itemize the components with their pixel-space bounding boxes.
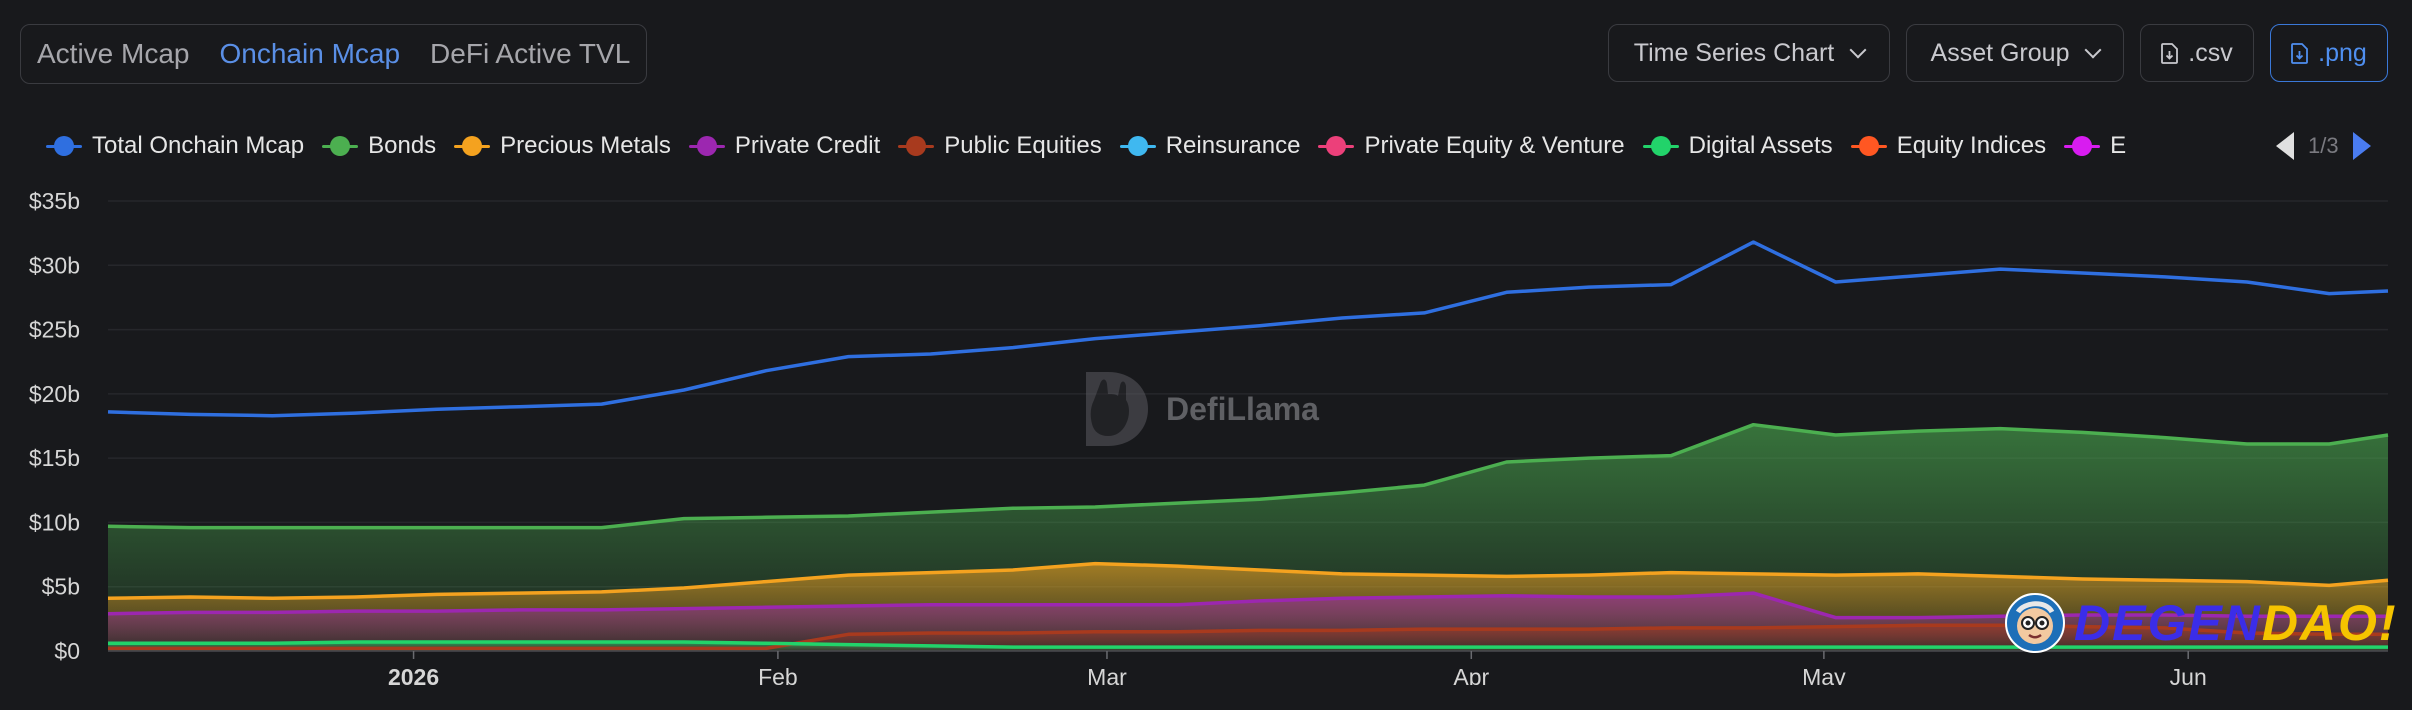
y-tick-label: $10b (29, 509, 80, 535)
legend-marker-icon (688, 136, 725, 156)
x-tick-label: Feb (758, 664, 798, 685)
legend-label: Bonds (368, 132, 437, 159)
degendao-text: DEGENDAO! (2074, 594, 2398, 652)
previous-page-icon[interactable] (2276, 132, 2294, 160)
legend-pager: 1/3 (2276, 130, 2371, 162)
legend-label: Equity Indices (1896, 132, 2047, 159)
series-line-bonds (107, 422, 2389, 530)
legend-marker-icon (322, 136, 359, 156)
legend-label: Private Credit (734, 132, 881, 159)
y-tick-label: $30b (29, 252, 80, 278)
y-tick-label: $5b (42, 574, 80, 600)
file-download-icon (2161, 42, 2179, 64)
area-public-equities (108, 625, 2388, 651)
legend-label: Private Equity & Venture (1364, 132, 1625, 159)
chart-type-select[interactable]: Time Series Chart (1608, 24, 1890, 82)
group-by-label: Asset Group (1930, 38, 2070, 67)
watermark-text: DefiLlama (1166, 390, 1319, 427)
x-tick-label: Mar (1087, 664, 1127, 685)
series-line-total-onchain-mcap (107, 240, 2389, 418)
legend-label: Digital Assets (1688, 132, 1833, 159)
legend-marker-icon (454, 136, 491, 156)
png-download-button[interactable]: .png (2270, 24, 2388, 82)
png-label: .png (2318, 38, 2367, 67)
legend-item-private-credit[interactable]: Private Credit (688, 132, 881, 160)
y-tick-label: $25b (29, 317, 80, 343)
x-tick-label: May (1802, 664, 1846, 685)
llama-logo-icon (1086, 372, 1148, 446)
x-tick-label: Apr (1453, 664, 1489, 685)
legend-item-public-equities[interactable]: Public Equities (898, 132, 1102, 160)
x-tick-label: Jun (2170, 664, 2207, 685)
legend-label: Reinsurance (1165, 132, 1301, 159)
legend-item-total-onchain-mcap[interactable]: Total Onchain Mcap (46, 132, 304, 160)
tab-onchain-mcap[interactable]: Onchain Mcap (219, 38, 401, 69)
legend-item-private-equity-and-venture[interactable]: Private Equity & Venture (1318, 132, 1625, 160)
legend-item-equity-indices[interactable]: Equity Indices (1850, 132, 2047, 160)
legend-label: E (2110, 132, 2127, 159)
degen-text-part2: DAO! (2261, 595, 2398, 651)
chart-type-label: Time Series Chart (1633, 38, 1835, 67)
y-tick-label: $0 (54, 638, 80, 664)
legend-page-indicator: 1/3 (2308, 133, 2339, 158)
legend-marker-icon (2064, 136, 2101, 156)
view-tabs: Active Mcap Onchain Mcap DeFi Active TVL (20, 24, 648, 84)
series-line-precious-metals (107, 561, 2389, 601)
legend-marker-icon (1318, 136, 1355, 156)
mascot-avatar-icon (2005, 593, 2065, 653)
degen-text-part1: DEGEN (2074, 595, 2262, 651)
legend-label: Total Onchain Mcap (92, 132, 305, 159)
tab-defi-active-tvl[interactable]: DeFi Active TVL (430, 38, 631, 69)
next-page-icon[interactable] (2352, 132, 2371, 160)
tab-active-mcap[interactable]: Active Mcap (37, 38, 190, 69)
legend-label: Precious Metals (500, 132, 671, 159)
x-axis: 2026 Feb Mar Apr May Jun (108, 650, 2388, 685)
degendao-logo: DEGENDAO! (2004, 592, 2398, 654)
chevron-down-icon (1849, 41, 1867, 59)
file-download-icon (2291, 42, 2309, 64)
legend-item-e[interactable]: E (2064, 132, 2126, 160)
defillama-watermark: DefiLlama (1080, 368, 1319, 450)
legend-label: Public Equities (944, 132, 1102, 159)
legend-marker-icon (898, 136, 935, 156)
x-tick-label: 2026 (388, 664, 439, 685)
time-series-chart: $0 $5b $10b $15b $20b $25b $30b $35b 2026 Feb Mar A… (29, 188, 2389, 685)
y-tick-label: $35b (29, 188, 80, 214)
y-tick-label: $20b (29, 381, 80, 407)
legend-marker-icon (1850, 136, 1887, 156)
group-by-select[interactable]: Asset Group (1906, 24, 2124, 82)
csv-download-button[interactable]: .csv (2140, 24, 2254, 82)
chevron-down-icon (2084, 41, 2102, 59)
csv-label: .csv (2188, 38, 2233, 67)
legend-marker-icon (46, 136, 82, 156)
legend-item-bonds[interactable]: Bonds (322, 132, 436, 160)
chart-legend: Total Onchain Mcap Bonds Precious Metals Pr… (46, 130, 2266, 162)
grid: $0 $5b $10b $15b $20b $25b $30b $35b (29, 188, 2388, 664)
y-tick-label: $15b (29, 445, 80, 471)
legend-item-precious-metals[interactable]: Precious Metals (454, 132, 671, 160)
legend-marker-icon (1642, 136, 1679, 156)
legend-item-digital-assets[interactable]: Digital Assets (1642, 132, 1833, 160)
legend-item-reinsurance[interactable]: Reinsurance (1119, 132, 1301, 160)
legend-marker-icon (1119, 136, 1156, 156)
